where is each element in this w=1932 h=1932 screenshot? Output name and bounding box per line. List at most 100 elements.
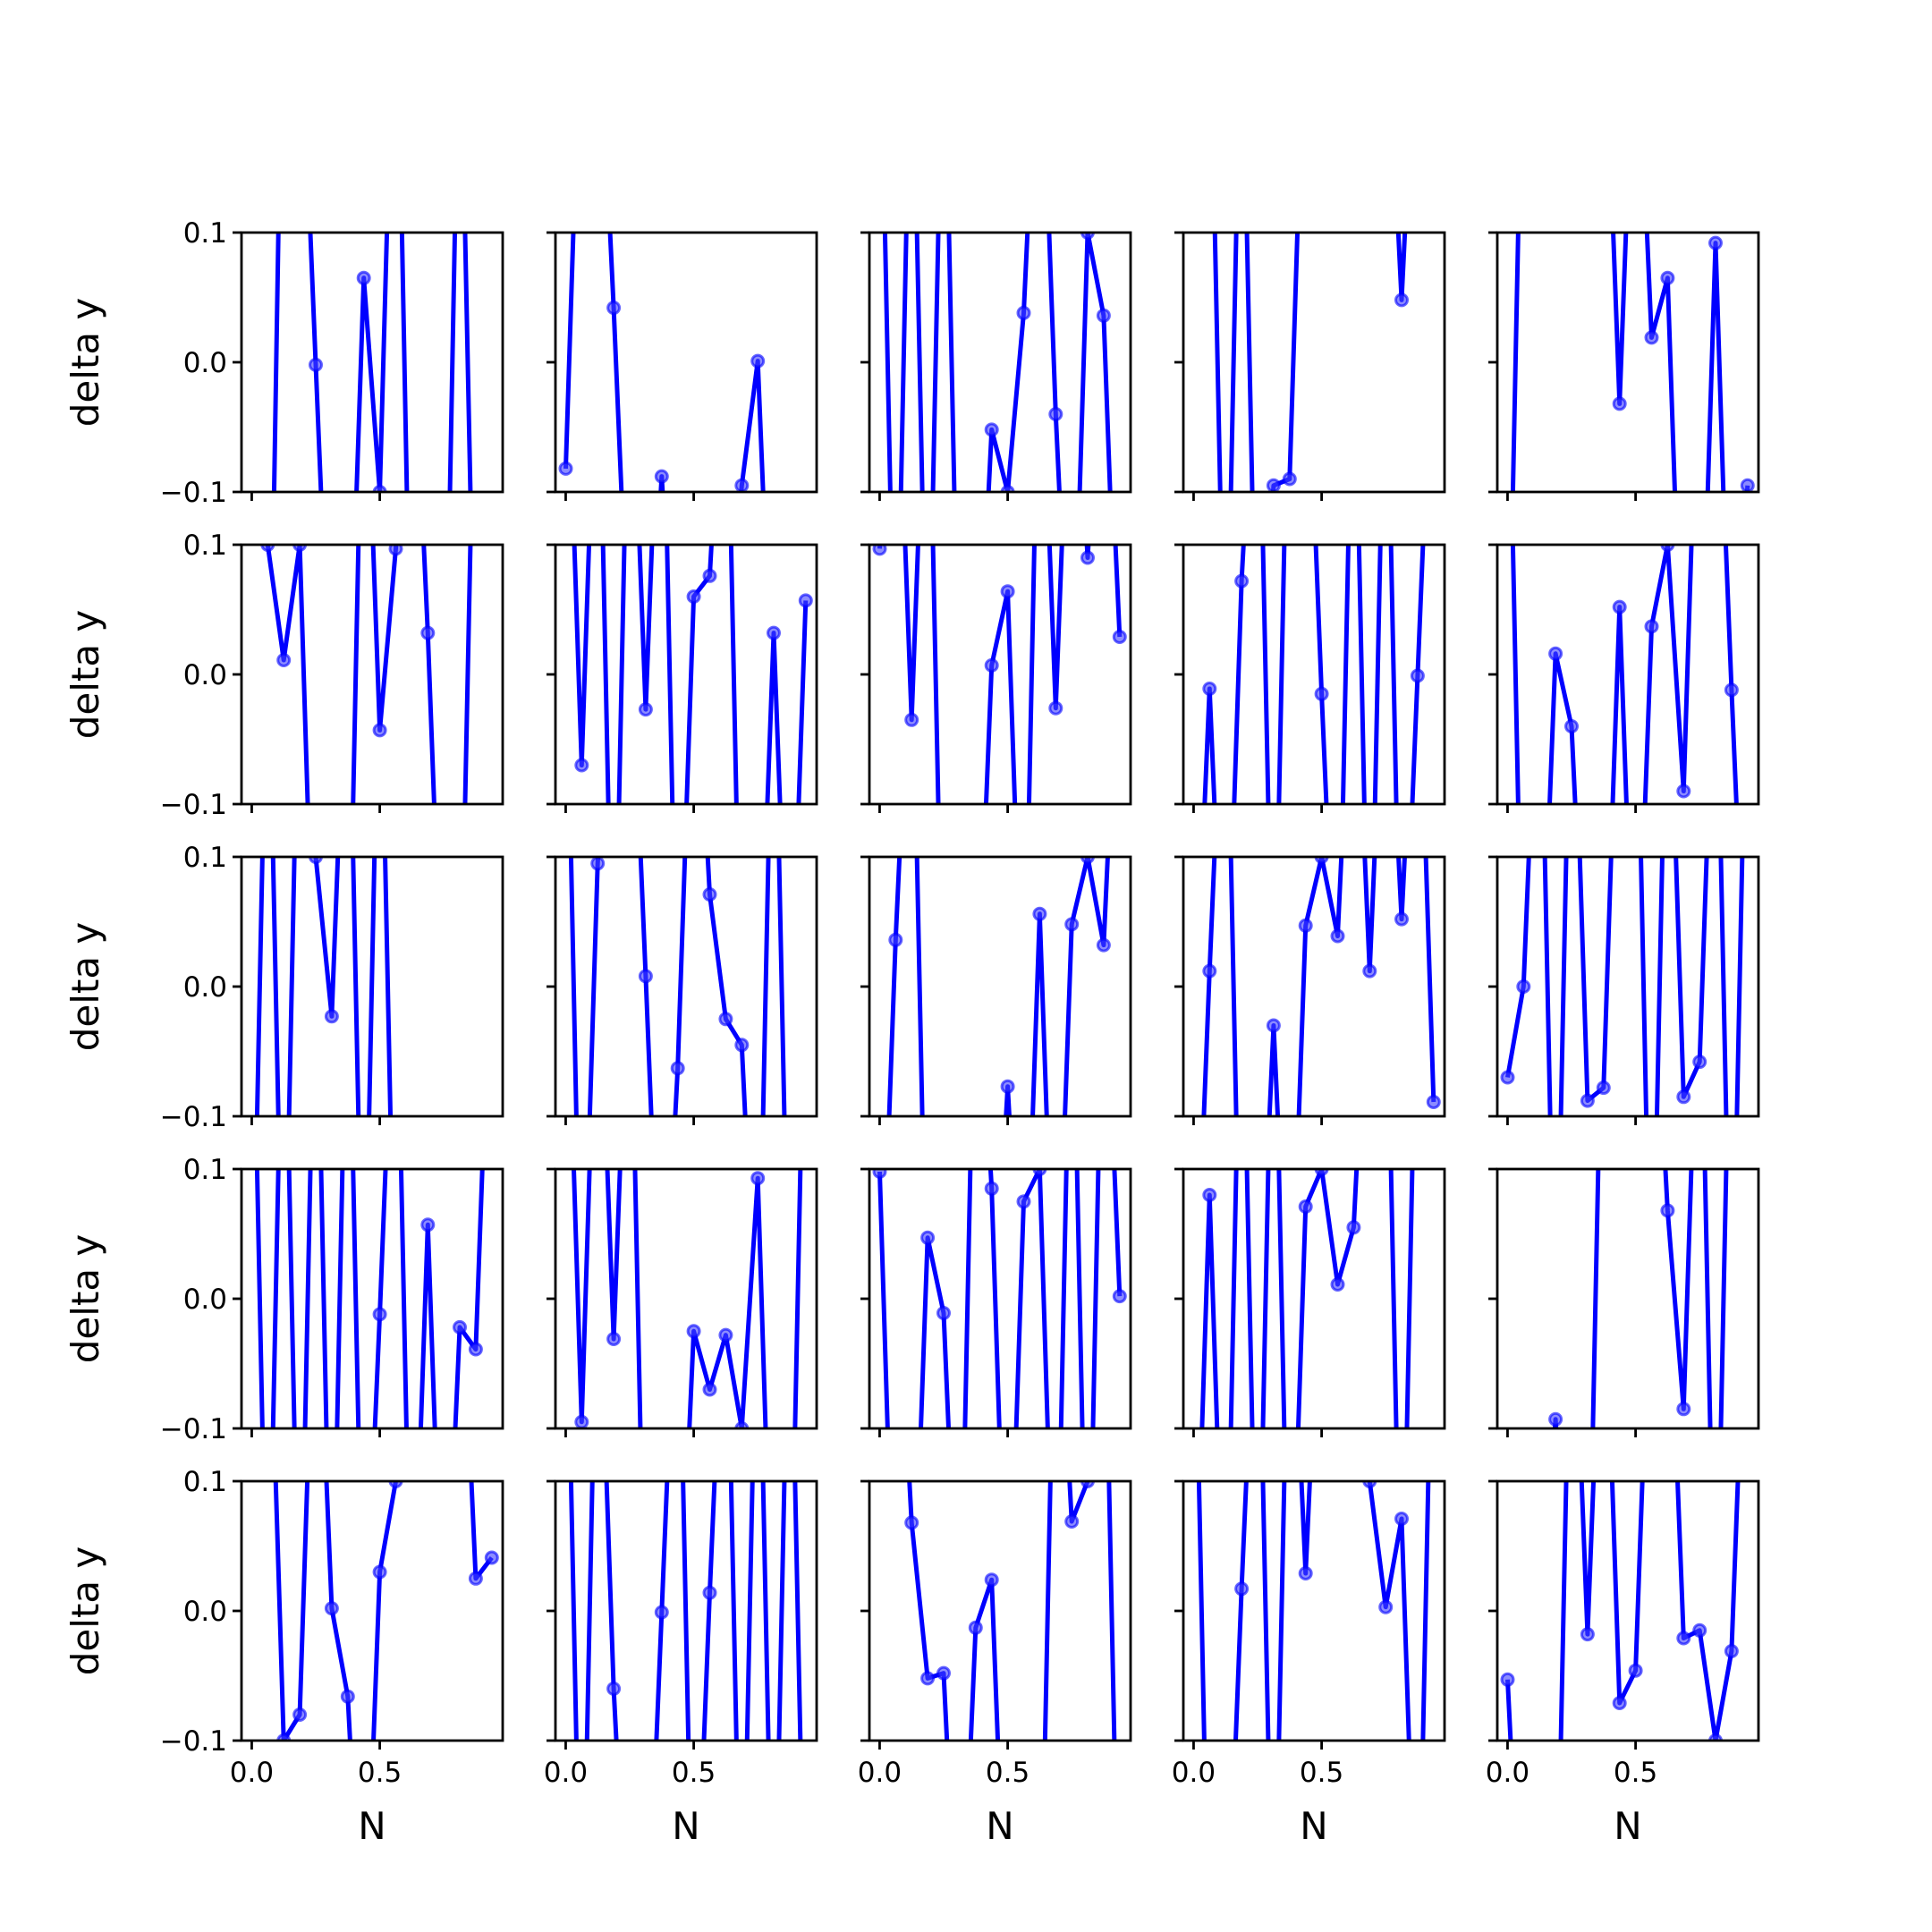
data-point xyxy=(1112,1289,1127,1304)
subplot-r2-c2 xyxy=(547,543,818,813)
x-axis-label: N xyxy=(1614,1804,1641,1848)
y-tick-label: 0.0 xyxy=(183,971,227,1004)
series-line xyxy=(254,857,394,1116)
data-point xyxy=(1394,292,1409,308)
data-point xyxy=(872,1169,887,1179)
series-line xyxy=(572,545,809,804)
data-point xyxy=(1500,1672,1515,1687)
plot-frame xyxy=(868,231,1132,494)
series-line xyxy=(1552,1169,1729,1428)
x-tick-label: 0.5 xyxy=(358,1757,402,1789)
data-point xyxy=(1298,918,1313,933)
data-point xyxy=(1080,550,1095,565)
subplot-r5-c3: 0.0 0.5 xyxy=(858,1479,1132,1789)
series-delta-y xyxy=(1500,857,1745,1116)
data-point xyxy=(309,857,323,864)
data-point xyxy=(750,353,766,369)
subplot-r4-c5 xyxy=(1488,1167,1760,1437)
series-delta-y xyxy=(1196,1481,1431,1741)
data-point xyxy=(1032,1169,1047,1176)
subplot-r1-c1: −0.1 0.0 0.1 xyxy=(160,217,504,509)
data-point xyxy=(1096,937,1111,953)
series-line xyxy=(1505,857,1745,1116)
y-tick-label: 0.0 xyxy=(183,1284,227,1316)
x-tick-label: 0.5 xyxy=(1614,1757,1657,1789)
series-line xyxy=(1510,233,1750,492)
data-point xyxy=(1080,233,1095,240)
data-point xyxy=(1096,308,1111,323)
data-point xyxy=(1112,630,1127,644)
series-line xyxy=(1201,857,1436,1116)
data-point xyxy=(388,1481,403,1488)
data-point xyxy=(1314,686,1329,701)
data-point xyxy=(1660,270,1675,285)
data-point xyxy=(1234,1581,1250,1597)
series-line xyxy=(265,545,473,804)
x-tick-label: 0.0 xyxy=(544,1757,588,1789)
data-point xyxy=(372,485,387,492)
data-point xyxy=(276,1733,292,1741)
series-delta-y xyxy=(558,233,766,492)
y-tick-label: 0.0 xyxy=(183,1596,227,1628)
data-point xyxy=(638,702,653,717)
data-point xyxy=(1394,911,1409,927)
data-point xyxy=(1314,857,1329,864)
data-point xyxy=(372,1307,387,1322)
data-point xyxy=(1724,682,1739,698)
data-point xyxy=(1676,784,1691,799)
data-point xyxy=(1298,1199,1313,1214)
data-point xyxy=(638,969,653,984)
x-tick-label: 0.0 xyxy=(230,1757,274,1789)
y-tick-label: −0.1 xyxy=(160,1725,227,1758)
x-tick-label: 0.0 xyxy=(1172,1757,1216,1789)
data-point xyxy=(1032,906,1047,921)
y-axis-label: delta y xyxy=(64,1234,107,1364)
series-line xyxy=(886,857,1110,1116)
data-point xyxy=(1516,979,1531,994)
subplot-r1-c4 xyxy=(1174,231,1446,501)
data-point xyxy=(1660,1203,1675,1218)
subplot-panels: −0.10.00.1−0.10.00.1−0.10.00.1−0.10.00.1… xyxy=(160,217,1760,1789)
plot-frame xyxy=(240,1167,504,1430)
data-point xyxy=(590,857,606,871)
series-delta-y xyxy=(1202,545,1426,804)
plot-frame xyxy=(1182,1167,1446,1430)
subplot-r5-c4: 0.0 0.5 xyxy=(1172,1479,1446,1789)
plot-frame xyxy=(1182,231,1446,494)
data-point xyxy=(606,1682,622,1696)
data-point xyxy=(420,1217,436,1233)
series-delta-y xyxy=(260,545,473,804)
data-point xyxy=(1282,471,1297,487)
data-point xyxy=(1330,928,1345,944)
series-line xyxy=(1505,1481,1741,1741)
series-delta-y xyxy=(254,1169,485,1428)
x-tick-label: 0.5 xyxy=(672,1757,716,1789)
subplot-r3-c2 xyxy=(547,855,818,1125)
subplot-r4-c4 xyxy=(1174,1167,1446,1437)
subplot-r4-c1: −0.1 0.0 0.1 xyxy=(160,1154,504,1445)
data-point xyxy=(1612,396,1627,411)
data-point xyxy=(1410,668,1425,683)
data-point xyxy=(718,1327,733,1343)
series-line xyxy=(1199,1169,1415,1428)
x-tick-label: 0.0 xyxy=(858,1757,902,1789)
x-tick-label: 0.5 xyxy=(1300,1757,1343,1789)
data-point xyxy=(606,1332,622,1346)
series-line xyxy=(1212,233,1408,492)
series-delta-y xyxy=(572,545,813,804)
data-point xyxy=(1548,646,1563,661)
series-line xyxy=(1202,545,1426,804)
data-point xyxy=(453,1319,467,1335)
y-axis-label: delta y xyxy=(64,610,107,740)
y-tick-label: 0.0 xyxy=(183,347,227,379)
series-delta-y xyxy=(271,233,473,492)
y-tick-label: −0.1 xyxy=(160,1101,227,1133)
series-delta-y xyxy=(904,1481,1117,1741)
data-point xyxy=(734,478,750,492)
subplot-r2-c5 xyxy=(1488,543,1760,813)
series-delta-y xyxy=(1548,1169,1729,1428)
subplot-r3-c4 xyxy=(1174,855,1446,1125)
plot-frame xyxy=(1496,855,1760,1118)
data-point xyxy=(468,1342,483,1357)
